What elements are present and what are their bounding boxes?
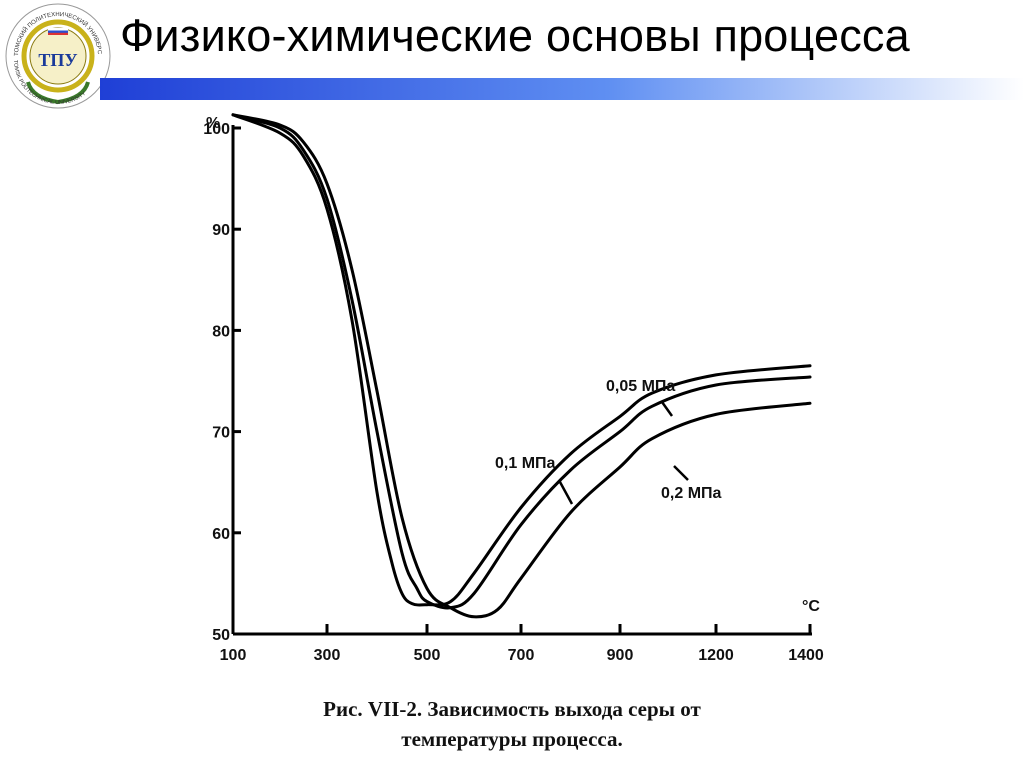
- university-logo: ТПУ ТОМСКИЙ ПОЛИТЕХНИЧЕСКИЙ УНИВЕРСИТЕТ …: [2, 2, 111, 109]
- y-axis-label: %: [206, 115, 220, 132]
- chart-series: [231, 113, 812, 619]
- x-tick-label: 700: [508, 647, 535, 664]
- annotation-leader-01: [558, 481, 574, 505]
- caption-line-2: температуры процесса.: [401, 727, 623, 751]
- y-tick-label: 80: [212, 323, 230, 340]
- annotation-label-005: 0,05 МПа: [606, 378, 675, 395]
- x-tick-label: 500: [414, 647, 441, 664]
- y-tick-label: 50: [212, 627, 230, 644]
- annotation-leader-02: [673, 465, 689, 481]
- slide-header: ТПУ ТОМСКИЙ ПОЛИТЕХНИЧЕСКИЙ УНИВЕРСИТЕТ …: [0, 0, 1024, 112]
- chart-axes: [231, 125, 812, 636]
- annotation-leader-005: [660, 401, 674, 417]
- figure-caption: Рис. VII-2. Зависимость выхода серы от т…: [0, 694, 1024, 754]
- annotation-label-01: 0,1 МПа: [495, 455, 556, 472]
- x-tick-label: 100: [220, 647, 247, 664]
- annotation-label-02: 0,2 МПа: [661, 485, 722, 502]
- slide-title: Физико-химические основы процесса: [120, 10, 910, 61]
- y-tick-label: 70: [212, 425, 230, 442]
- y-tick-label: 100: [203, 121, 230, 138]
- x-tick-label: 300: [314, 647, 341, 664]
- y-tick-label: 90: [212, 222, 230, 239]
- logo-monogram: ТПУ: [38, 50, 77, 70]
- series-line-0-05-mpa: [231, 113, 812, 607]
- series-line-0-2-mpa: [231, 113, 812, 619]
- x-tick-label: 1200: [698, 647, 734, 664]
- x-axis-label: °C: [802, 598, 820, 615]
- x-tick-label: 900: [607, 647, 634, 664]
- title-underline-bar: [100, 78, 1024, 100]
- series-annotations: 0,05 МПа 0,1 МПа 0,2 МПа: [495, 378, 722, 505]
- x-tick-label: 1400: [788, 647, 824, 664]
- y-axis-ticks: 50 60 70 80 90 100: [203, 121, 241, 644]
- logo-ring: [21, 19, 95, 93]
- series-line-0-1-mpa: [231, 113, 812, 610]
- caption-line-1: Рис. VII-2. Зависимость выхода серы от: [323, 697, 701, 721]
- x-axis-ticks: 100 300 500 700 900 1200 1400: [220, 624, 824, 664]
- y-tick-label: 60: [212, 526, 230, 543]
